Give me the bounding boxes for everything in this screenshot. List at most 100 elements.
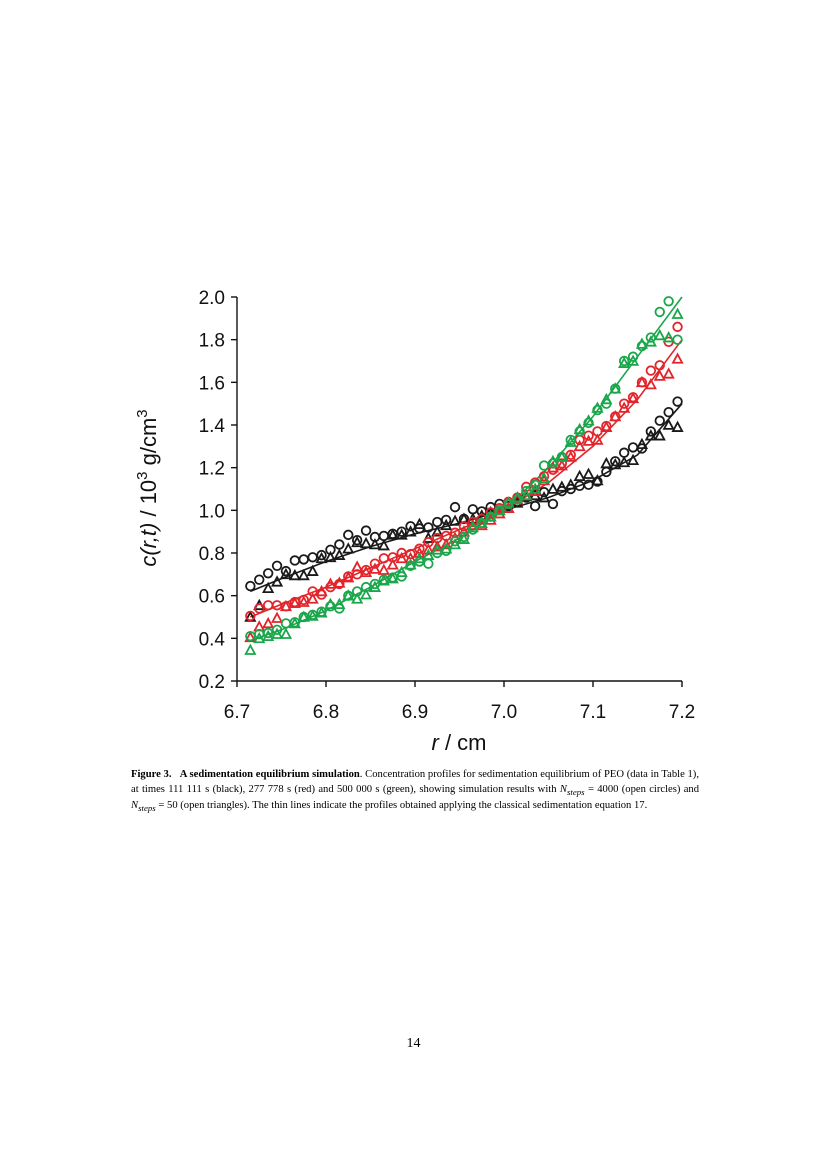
data-point-triangle-red bbox=[537, 473, 551, 486]
data-point-triangle-black bbox=[537, 491, 551, 503]
data-point-circle-black bbox=[610, 456, 621, 467]
profile-line-black bbox=[249, 403, 683, 593]
data-point-circle-green bbox=[538, 460, 550, 471]
data-point-triangle-green bbox=[244, 643, 257, 655]
data-point-triangle-red bbox=[342, 571, 355, 583]
data-point-triangle-red bbox=[351, 560, 364, 572]
data-point-triangle-green bbox=[359, 588, 373, 600]
data-point-circle-red bbox=[645, 365, 657, 376]
data-point-triangle-red bbox=[288, 596, 301, 608]
data-point-triangle-black bbox=[288, 568, 301, 581]
caption-nsteps-var: N bbox=[559, 783, 567, 795]
data-point-triangle-green bbox=[475, 516, 488, 528]
x-tick-label: 7.2 bbox=[669, 702, 695, 723]
data-point-triangle-black bbox=[395, 528, 408, 540]
data-point-circle-black bbox=[645, 426, 657, 437]
data-point-triangle-green bbox=[635, 337, 649, 349]
data-point-circle-black bbox=[654, 415, 665, 426]
y-tick-label: 1.2 bbox=[199, 459, 225, 480]
data-point-triangle-red bbox=[386, 558, 399, 570]
data-point-circle-black bbox=[378, 530, 390, 542]
data-point-triangle-red bbox=[377, 563, 390, 575]
data-point-triangle-green bbox=[618, 356, 631, 368]
data-point-triangle-black bbox=[386, 528, 399, 540]
data-point-triangle-red bbox=[306, 592, 319, 604]
data-point-triangle-green bbox=[466, 520, 479, 533]
data-point-circle-black bbox=[432, 516, 443, 528]
data-point-triangle-green bbox=[297, 610, 310, 622]
data-point-triangle-black bbox=[342, 542, 355, 554]
data-point-triangle-green bbox=[333, 597, 346, 610]
data-point-triangle-black bbox=[333, 548, 346, 560]
data-point-triangle-red bbox=[297, 595, 310, 607]
data-point-triangle-red bbox=[359, 565, 373, 578]
data-point-triangle-green bbox=[440, 542, 453, 554]
data-point-circle-black bbox=[271, 560, 283, 572]
caption-nsteps-sub-2: steps bbox=[138, 803, 156, 814]
data-point-triangle-black bbox=[662, 418, 675, 430]
caption-nsteps-var-2: N bbox=[131, 800, 139, 812]
data-point-triangle-green bbox=[368, 580, 382, 592]
x-tick-label: 7.1 bbox=[580, 702, 606, 723]
chart-axes: 0.2 0.4 0.6 0.8 1.0 1.2 1.4 1.6 1.8 2.0 6.7 6.8 6.9 7… bbox=[199, 288, 696, 723]
data-point-triangle-red bbox=[671, 352, 684, 364]
data-point-triangle-green bbox=[431, 543, 444, 555]
data-point-triangle-black bbox=[448, 514, 462, 526]
data-point-circle-black bbox=[298, 554, 309, 565]
data-point-triangle-black bbox=[555, 480, 568, 492]
y-axis-title: c(r,t) / 103 g/cm3 bbox=[134, 409, 161, 566]
data-point-triangle-black bbox=[618, 455, 631, 468]
data-point-triangle-red bbox=[582, 434, 595, 446]
data-point-triangle-red bbox=[315, 584, 328, 597]
data-point-circle-red bbox=[369, 558, 381, 569]
data-point-triangle-green bbox=[520, 488, 533, 501]
data-point-triangle-black bbox=[297, 568, 310, 581]
data-point-circle-black bbox=[280, 565, 292, 577]
data-point-triangle-green bbox=[377, 574, 390, 586]
data-point-triangle-green bbox=[555, 450, 568, 462]
data-point-triangle-black bbox=[600, 456, 613, 469]
y-tick-label: 1.4 bbox=[199, 416, 226, 437]
data-point-triangle-green bbox=[448, 537, 462, 550]
data-point-circle-red bbox=[254, 603, 265, 614]
data-point-triangle-red bbox=[644, 377, 657, 390]
data-point-triangle-red bbox=[262, 616, 275, 629]
data-point-circle-green bbox=[271, 624, 283, 636]
data-point-circle-red bbox=[618, 398, 630, 409]
data-point-triangle-black bbox=[315, 551, 328, 564]
data-point-circle-black bbox=[467, 504, 479, 515]
data-point-circle-green bbox=[280, 618, 292, 629]
data-point-triangle-green bbox=[626, 354, 640, 366]
data-point-triangle-red bbox=[618, 401, 631, 413]
data-point-circle-black bbox=[316, 549, 327, 561]
data-point-triangle-green bbox=[253, 631, 266, 644]
data-point-circle-black bbox=[618, 447, 630, 458]
data-point-triangle-green bbox=[404, 558, 417, 570]
data-point-triangle-green bbox=[529, 482, 542, 494]
data-point-triangle-red bbox=[662, 367, 675, 379]
sedimentation-chart: 0.2 0.4 0.6 0.8 1.0 1.2 1.4 1.6 1.8 2.0 6.7 6.8 6.9 7… bbox=[134, 288, 696, 755]
data-point-circle-green bbox=[627, 351, 639, 362]
data-point-circle-green bbox=[423, 558, 434, 569]
x-tick-label: 6.9 bbox=[402, 702, 428, 723]
data-point-circle-green bbox=[529, 479, 541, 490]
data-point-triangle-green bbox=[502, 496, 515, 508]
data-point-triangle-green bbox=[315, 606, 328, 618]
data-point-triangle-red bbox=[368, 562, 382, 574]
data-point-triangle-green bbox=[484, 510, 497, 522]
data-point-circle-red bbox=[262, 600, 274, 611]
data-point-circle-black bbox=[289, 555, 301, 566]
data-point-triangle-green bbox=[582, 414, 595, 426]
data-point-circle-green bbox=[654, 306, 665, 318]
data-point-circle-black bbox=[663, 407, 674, 418]
data-point-triangle-black bbox=[279, 567, 293, 580]
data-point-circle-red bbox=[458, 521, 470, 532]
data-point-triangle-red bbox=[564, 450, 577, 462]
data-point-triangle-red bbox=[270, 611, 284, 623]
data-point-triangle-black bbox=[351, 535, 364, 548]
data-point-triangle-green bbox=[662, 331, 675, 343]
figure-label: Figure 3. bbox=[131, 769, 172, 780]
data-point-triangle-black bbox=[626, 453, 640, 466]
data-point-triangle-red bbox=[279, 599, 293, 612]
data-point-triangle-red bbox=[431, 540, 444, 552]
